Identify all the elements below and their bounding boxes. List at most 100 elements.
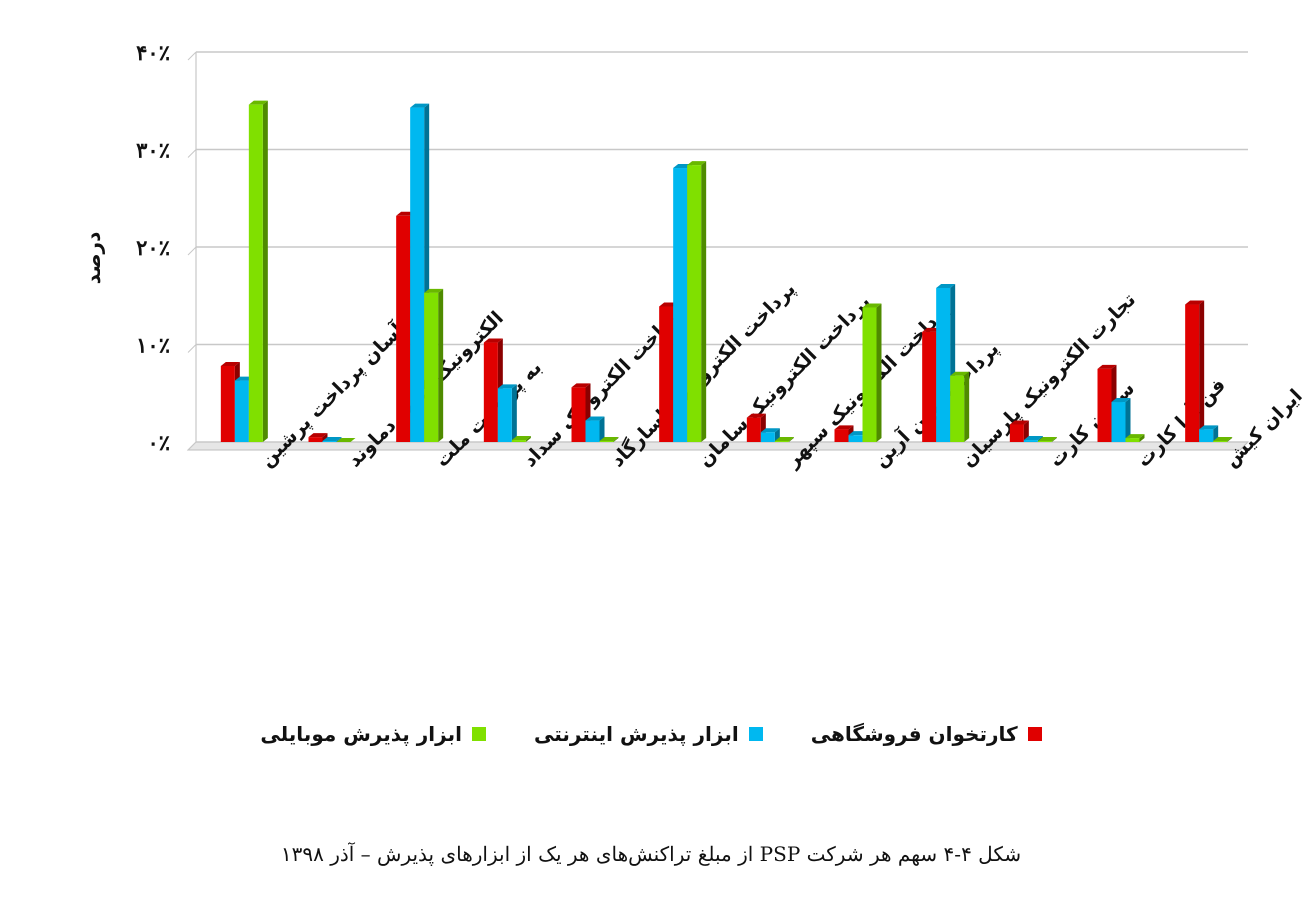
legend-label-pos: کارتخوان فروشگاهی bbox=[810, 722, 1018, 746]
y-tick-label: ۴۰٪ bbox=[136, 40, 170, 65]
bar-side bbox=[525, 436, 531, 442]
bar-top bbox=[497, 384, 517, 389]
bar-top bbox=[746, 413, 766, 418]
bar bbox=[950, 375, 965, 442]
bar-side bbox=[1125, 398, 1131, 442]
bar-side bbox=[964, 371, 970, 442]
gridline-depth bbox=[187, 441, 197, 451]
bar-top bbox=[308, 433, 328, 438]
bar-top bbox=[248, 100, 268, 105]
bar-top bbox=[585, 416, 605, 421]
bar bbox=[571, 387, 586, 442]
bar bbox=[1009, 424, 1024, 442]
legend: کارتخوان فروشگاهی ابزار پذیرش اینترنتی ا… bbox=[0, 722, 1302, 746]
bar bbox=[760, 432, 775, 442]
bar bbox=[1185, 304, 1200, 442]
bar-top bbox=[936, 283, 956, 288]
x-tick-label: فن آوا کارت bbox=[1131, 373, 1230, 472]
bar-side bbox=[1213, 425, 1219, 442]
bar-top bbox=[1213, 437, 1233, 442]
y-tick-label: ۲۰٪ bbox=[136, 235, 170, 260]
bar-side bbox=[1199, 300, 1205, 442]
legend-label-mobile: ابزار پذیرش موبایلی bbox=[260, 722, 462, 746]
legend-item-internet: ابزار پذیرش اینترنتی bbox=[534, 722, 763, 746]
bar bbox=[848, 435, 863, 442]
bar-top bbox=[1125, 434, 1145, 439]
bar bbox=[585, 420, 600, 442]
bar-side bbox=[1023, 420, 1029, 442]
bar-top bbox=[1185, 300, 1205, 305]
bar bbox=[834, 429, 849, 442]
bar bbox=[659, 306, 674, 442]
bar bbox=[248, 104, 263, 443]
y-tick-label: ۰٪ bbox=[147, 430, 170, 455]
legend-swatch-internet bbox=[748, 727, 763, 741]
bar bbox=[599, 441, 614, 442]
bar bbox=[1111, 402, 1126, 442]
bar-top bbox=[1037, 437, 1057, 442]
bar bbox=[396, 215, 411, 442]
bar bbox=[1037, 441, 1052, 442]
bar bbox=[220, 365, 235, 442]
bar bbox=[687, 165, 702, 442]
bar bbox=[1213, 441, 1228, 442]
bar-top bbox=[1023, 436, 1043, 441]
bar-top bbox=[336, 438, 356, 442]
bar bbox=[308, 437, 323, 442]
bar bbox=[1125, 438, 1140, 442]
bar-top bbox=[862, 303, 882, 308]
y-tick-label: ۱۰٪ bbox=[136, 333, 170, 358]
bar-top bbox=[687, 161, 707, 166]
bar bbox=[862, 307, 877, 442]
bar-side bbox=[1139, 434, 1145, 442]
bar bbox=[424, 292, 439, 442]
legend-item-pos: کارتخوان فروشگاهی bbox=[811, 722, 1042, 746]
bar bbox=[746, 417, 761, 442]
bar-top bbox=[774, 437, 794, 442]
bar-top bbox=[1199, 425, 1219, 430]
bar bbox=[936, 287, 951, 442]
figure-caption: شکل ۴-۴ سهم هر شرکت PSP از مبلغ تراکنش‌ه… bbox=[280, 842, 1022, 866]
bar-side bbox=[262, 100, 268, 443]
bar-side bbox=[876, 303, 882, 442]
bar bbox=[922, 331, 937, 442]
bar-top bbox=[1111, 398, 1131, 403]
bar-side bbox=[701, 161, 707, 442]
gridline-depth bbox=[187, 149, 197, 158]
bar-side bbox=[613, 437, 619, 442]
bar-top bbox=[1097, 364, 1117, 369]
bar bbox=[1199, 429, 1214, 442]
y-axis-label: درصد bbox=[81, 232, 105, 285]
bar-top bbox=[599, 437, 619, 442]
bar-side bbox=[438, 288, 444, 442]
bar-top bbox=[950, 371, 970, 376]
bar bbox=[673, 168, 688, 442]
bar-side bbox=[1051, 437, 1057, 442]
gridline-depth bbox=[187, 51, 197, 61]
bar-top bbox=[220, 361, 240, 366]
bar bbox=[234, 380, 249, 442]
bar-top bbox=[760, 428, 780, 433]
x-tick-label: کارت اعتباری ایران کیش bbox=[1220, 291, 1302, 472]
y-tick-label: ۳۰٪ bbox=[136, 138, 170, 163]
bar bbox=[322, 441, 337, 442]
bar-top bbox=[322, 437, 342, 442]
bar bbox=[1097, 368, 1112, 442]
bar-side bbox=[511, 384, 517, 442]
gridline-depth bbox=[187, 246, 197, 256]
legend-item-mobile: ابزار پذیرش موبایلی bbox=[260, 722, 486, 746]
bar-top bbox=[571, 383, 591, 388]
bar bbox=[497, 388, 512, 442]
bar bbox=[483, 342, 498, 442]
bar-side bbox=[322, 433, 328, 442]
bar bbox=[1023, 440, 1038, 442]
bar-top bbox=[424, 288, 444, 293]
gridline-depth bbox=[187, 344, 197, 353]
bar-top bbox=[1009, 420, 1029, 425]
bar bbox=[511, 440, 526, 442]
legend-swatch-pos bbox=[1027, 727, 1042, 741]
bar-top bbox=[410, 103, 430, 108]
bar bbox=[410, 107, 425, 442]
bar-top bbox=[483, 338, 503, 343]
bar-side bbox=[1227, 437, 1233, 442]
